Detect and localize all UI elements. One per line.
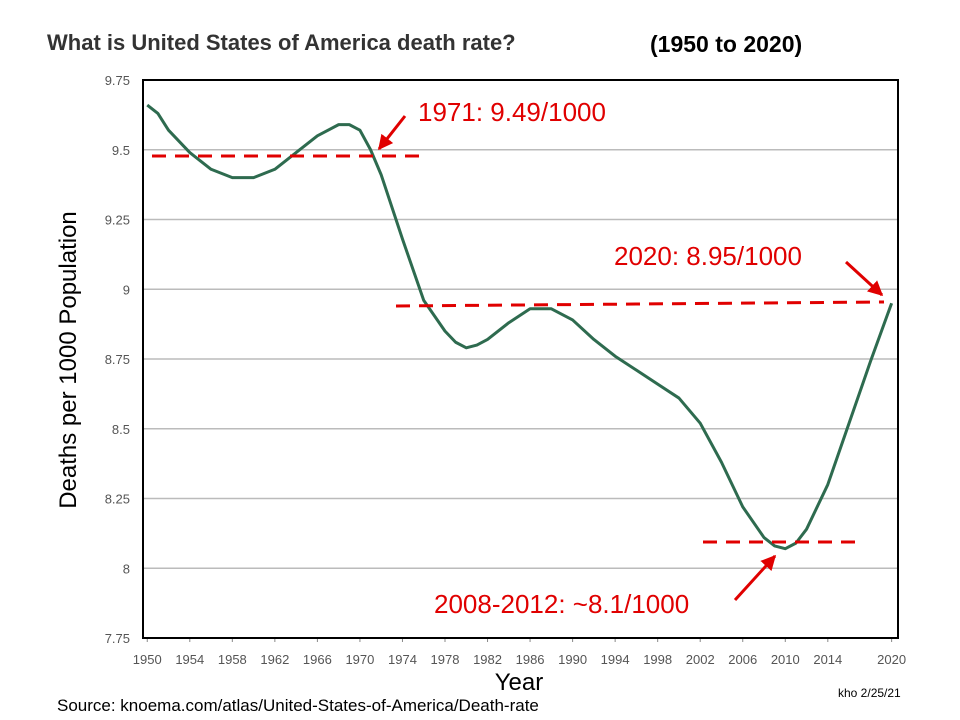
plot-area: 7.75 8 8.25 8.5 8.75 9 9.25 9.5 9.75 1950 1954 1958…	[105, 73, 906, 667]
chart-subtitle: (1950 to 2020)	[650, 31, 802, 57]
annotation: 2008-2012: ~8.1/1000	[434, 589, 689, 619]
x-tick-label: 1982	[473, 652, 502, 667]
x-tick-label: 1962	[260, 652, 289, 667]
x-tick-label: 2010	[771, 652, 800, 667]
y-tick-label: 9.75	[105, 73, 130, 88]
arrow	[377, 115, 407, 151]
arrow	[733, 554, 777, 602]
y-tick-label: 8.25	[105, 492, 130, 507]
x-tick-label: 2006	[728, 652, 757, 667]
arrow	[844, 260, 884, 297]
annotation: 2020: 8.95/1000	[614, 241, 802, 271]
chart-title: What is United States of America death r…	[47, 30, 516, 55]
x-tick-label: 1950	[133, 652, 162, 667]
annotation: 1971: 9.49/1000	[418, 97, 606, 127]
x-tick-label: 1978	[431, 652, 460, 667]
y-tick-label: 8	[123, 561, 130, 576]
y-tick-label: 9	[123, 282, 130, 297]
credit: kho 2/25/21	[838, 686, 901, 700]
ref-line	[395, 300, 885, 308]
source: Source: knoema.com/atlas/United-States-o…	[57, 696, 539, 715]
x-tick-label: 1970	[345, 652, 374, 667]
x-tick-label: 2020	[877, 652, 906, 667]
x-tick-label: 2014	[813, 652, 842, 667]
y-tick-label: 9.25	[105, 213, 130, 228]
y-tick-label: 8.5	[112, 422, 130, 437]
y-tick-label: 9.5	[112, 143, 130, 158]
plot-border	[142, 79, 899, 639]
y-tick-label: 7.75	[105, 631, 130, 646]
x-tick-label: 1966	[303, 652, 332, 667]
x-tick-label: 1986	[516, 652, 545, 667]
y-axis-label: Deaths per 1000 Population	[55, 211, 82, 509]
data-line	[146, 103, 894, 551]
x-tick-label: 1990	[558, 652, 587, 667]
x-tick-label: 1998	[643, 652, 672, 667]
x-tick-label: 1994	[601, 652, 630, 667]
x-tick-label: 1974	[388, 652, 417, 667]
y-tick-label: 8.75	[105, 352, 130, 367]
x-tick-label: 2002	[686, 652, 715, 667]
x-tick-label: 1954	[175, 652, 204, 667]
x-tick-label: 1958	[218, 652, 247, 667]
arrows	[377, 115, 884, 602]
x-axis-label: Year	[495, 669, 544, 696]
reference-lines	[152, 154, 885, 544]
